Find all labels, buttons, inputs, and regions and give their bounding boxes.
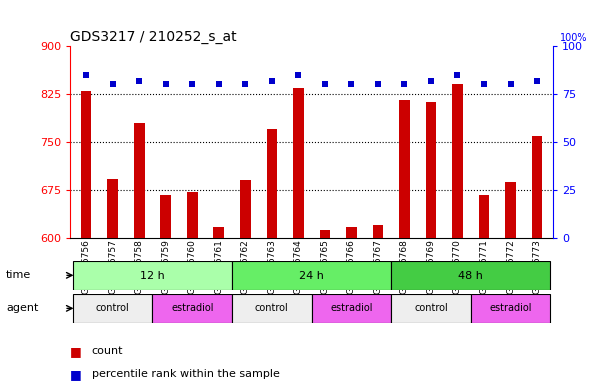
Text: 48 h: 48 h — [458, 270, 483, 281]
Bar — [266, 129, 277, 238]
Bar — [391, 294, 470, 323]
Bar — [478, 195, 489, 238]
Point — [108, 81, 117, 88]
Point — [161, 81, 170, 88]
Bar — [240, 180, 251, 238]
Text: GDS3217 / 210252_s_at: GDS3217 / 210252_s_at — [70, 30, 237, 44]
Bar — [391, 261, 551, 290]
Bar — [187, 192, 197, 238]
Text: control: control — [255, 303, 289, 313]
Point — [320, 81, 330, 88]
Bar — [232, 261, 391, 290]
Point — [240, 81, 250, 88]
Text: agent: agent — [6, 303, 38, 313]
Bar — [73, 294, 153, 323]
Bar — [532, 136, 543, 238]
Bar — [153, 294, 232, 323]
Bar — [346, 227, 357, 238]
Point — [214, 81, 224, 88]
Point — [479, 81, 489, 88]
Point — [453, 72, 463, 78]
Point — [134, 78, 144, 84]
Point — [293, 72, 303, 78]
Text: percentile rank within the sample: percentile rank within the sample — [92, 369, 279, 379]
Bar — [399, 101, 410, 238]
Text: 24 h: 24 h — [299, 270, 324, 281]
Text: 100%: 100% — [560, 33, 587, 43]
Point — [532, 78, 542, 84]
Bar — [134, 123, 145, 238]
Point — [81, 72, 91, 78]
Bar — [213, 227, 224, 238]
Bar — [320, 230, 330, 238]
Text: count: count — [92, 346, 123, 356]
Bar — [81, 91, 92, 238]
Point — [426, 78, 436, 84]
Point — [506, 81, 516, 88]
Bar — [73, 261, 232, 290]
Text: ■: ■ — [70, 368, 82, 381]
Text: time: time — [6, 270, 31, 280]
Bar — [452, 84, 463, 238]
Bar — [293, 88, 304, 238]
Text: control: control — [414, 303, 448, 313]
Bar — [373, 225, 383, 238]
Text: estradiol: estradiol — [489, 303, 532, 313]
Bar — [108, 179, 118, 238]
Bar — [232, 294, 312, 323]
Point — [188, 81, 197, 88]
Point — [400, 81, 409, 88]
Text: estradiol: estradiol — [171, 303, 213, 313]
Point — [346, 81, 356, 88]
Bar — [426, 103, 436, 238]
Bar — [470, 294, 551, 323]
Bar — [161, 195, 171, 238]
Bar — [312, 294, 391, 323]
Point — [373, 81, 383, 88]
Text: 12 h: 12 h — [140, 270, 165, 281]
Text: control: control — [96, 303, 130, 313]
Text: ■: ■ — [70, 345, 82, 358]
Point — [267, 78, 277, 84]
Bar — [505, 182, 516, 238]
Text: estradiol: estradiol — [330, 303, 373, 313]
